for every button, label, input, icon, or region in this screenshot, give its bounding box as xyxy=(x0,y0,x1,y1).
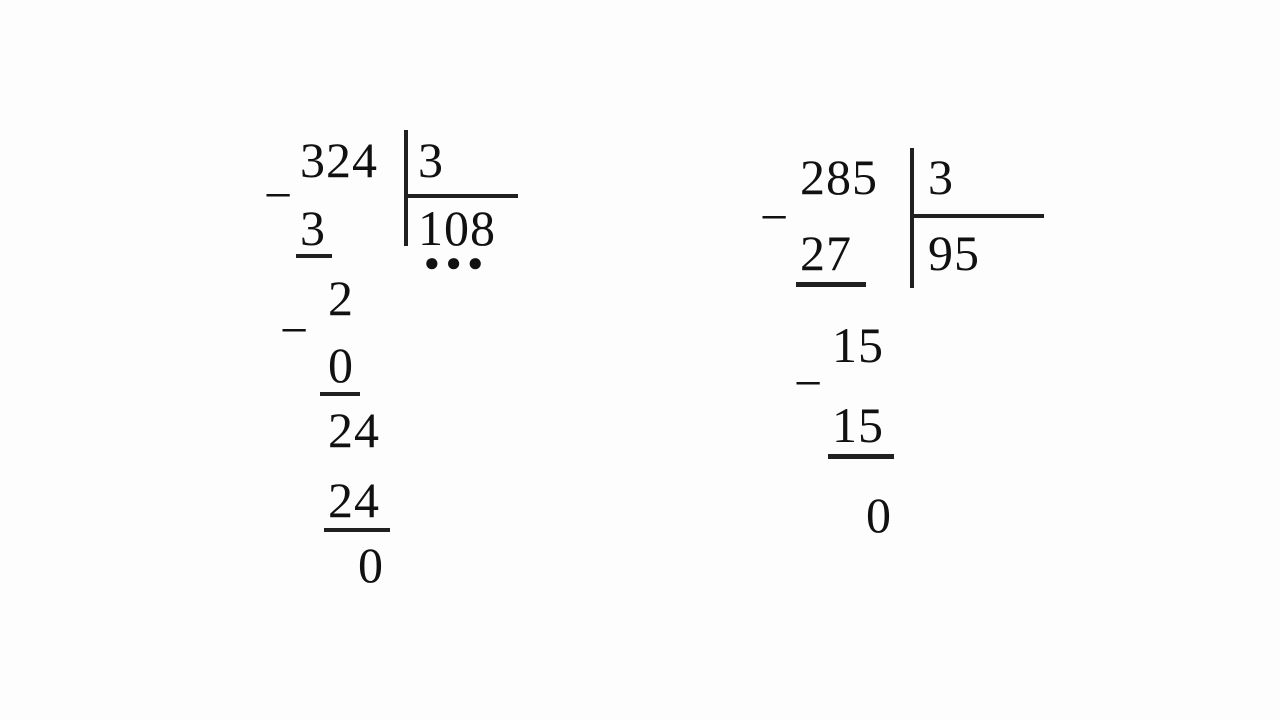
p2-divider-horizontal xyxy=(914,214,1044,218)
p1-divider-vertical xyxy=(404,130,408,246)
p2-sub-15b: 15 xyxy=(832,400,884,450)
p1-final-0: 0 xyxy=(358,540,384,590)
p2-sub-27: 27 xyxy=(800,228,852,278)
p2-divisor: 3 xyxy=(928,152,954,202)
p1-sub-3: 3 xyxy=(300,203,326,253)
p1-divider-horizontal xyxy=(408,194,518,198)
p2-bar-2 xyxy=(828,454,894,459)
p1-quotient: 108 xyxy=(418,203,496,253)
p1-quotient-dots: ●●● xyxy=(424,250,489,276)
p2-divider-vertical xyxy=(910,148,914,288)
p2-minus-1: − xyxy=(760,192,789,242)
p1-carry-2: 2 xyxy=(328,273,354,323)
p2-final-0: 0 xyxy=(866,490,892,540)
p1-dividend: 324 xyxy=(300,135,378,185)
p2-minus-2: − xyxy=(794,358,823,408)
p1-bar-3 xyxy=(324,528,390,532)
p1-sub-0: 0 xyxy=(328,340,354,390)
p2-dividend: 285 xyxy=(800,152,878,202)
p2-quotient: 95 xyxy=(928,228,980,278)
p1-bar-1 xyxy=(296,254,332,258)
p2-carry-15a: 15 xyxy=(832,320,884,370)
p1-carry-24a: 24 xyxy=(328,405,380,455)
p1-bar-2 xyxy=(320,392,360,396)
p1-sub-24b: 24 xyxy=(328,475,380,525)
long-division-worksheet: 324 3 108 ●●● − 3 2 − 0 24 24 0 285 3 95… xyxy=(0,0,1280,720)
p2-bar-1 xyxy=(796,282,866,287)
p1-divisor: 3 xyxy=(418,135,444,185)
p1-minus-2: − xyxy=(280,305,309,355)
p1-minus-1: − xyxy=(264,170,293,220)
